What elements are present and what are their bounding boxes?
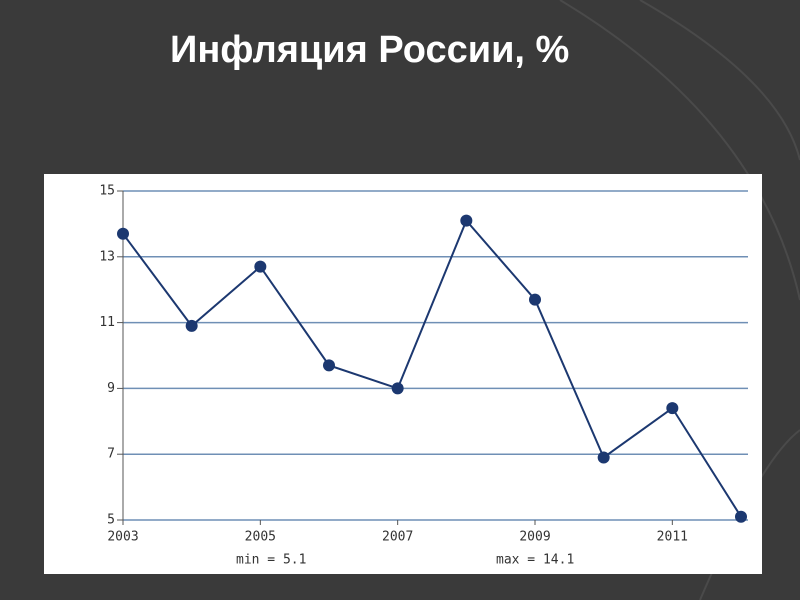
x-tick-label: 2011 [657, 530, 688, 545]
marker [666, 402, 679, 415]
x-tick-label: 2007 [382, 530, 413, 545]
marker [185, 319, 198, 332]
y-tick-label: 5 [107, 513, 115, 528]
marker [735, 510, 747, 523]
marker [391, 382, 404, 395]
marker [597, 451, 610, 464]
y-tick-label: 15 [99, 184, 115, 199]
annotation: min = 5.1 [236, 553, 306, 568]
marker [254, 260, 267, 273]
y-tick-label: 13 [99, 249, 115, 264]
y-tick-label: 11 [99, 315, 115, 330]
marker [323, 359, 335, 372]
x-tick-label: 2003 [107, 530, 138, 545]
marker [460, 214, 473, 227]
x-tick-label: 2009 [519, 530, 550, 545]
decor-curve [639, 0, 800, 161]
annotation: max = 14.1 [496, 553, 574, 568]
marker [529, 293, 541, 306]
slide-title: Инфляция России, % [170, 29, 569, 71]
line [122, 218, 742, 518]
y-tick-label: 9 [107, 381, 115, 396]
decor-curve [559, 0, 800, 301]
marker [117, 227, 129, 240]
y-tick-label: 7 [107, 447, 115, 462]
x-tick-label: 2005 [245, 530, 276, 545]
